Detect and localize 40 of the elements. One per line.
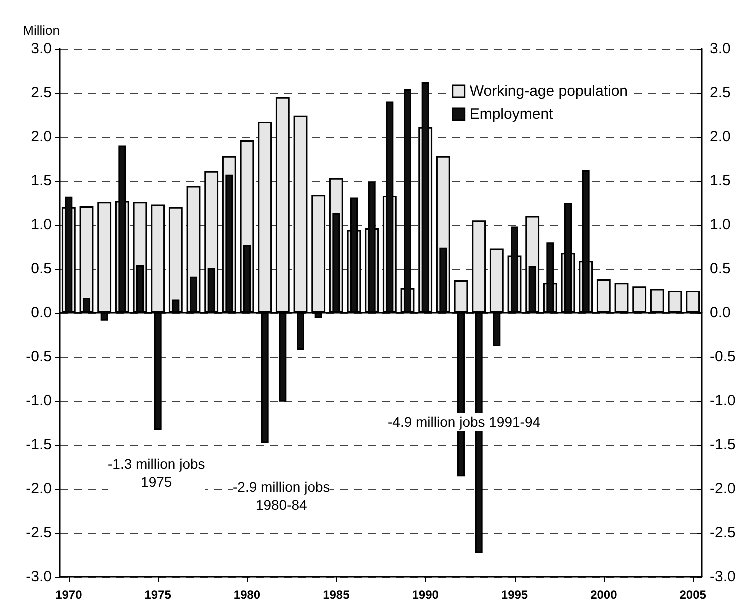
y2-tick-label: 2.0 (710, 128, 731, 146)
y-axis-title: Million (23, 23, 60, 38)
y2-tick-label: -0.5 (710, 348, 736, 366)
y-tick-label: 0.0 (31, 304, 52, 322)
x-tick-label: 1975 (144, 588, 172, 602)
y-tick-label: 2.5 (31, 84, 52, 102)
x-tick-label: 1985 (323, 588, 350, 602)
x-tick-label: 1970 (56, 588, 83, 602)
y2-tick-label: 2.5 (710, 84, 731, 102)
y-tick-label: -3.0 (26, 568, 52, 586)
y2-tick-label: 1.0 (710, 216, 731, 234)
y-tick-label: 1.5 (31, 172, 52, 190)
y-tick-label: -1.5 (26, 436, 52, 454)
y-tick-label: -2.5 (26, 524, 52, 542)
y-tick-label: -2.0 (26, 480, 52, 498)
x-tick-label: 1980 (234, 588, 261, 602)
legend-label: Working-age population (470, 83, 628, 100)
y2-tick-label: 1.5 (710, 172, 731, 190)
y2-tick-label: -1.0 (710, 392, 736, 410)
y-tick-label: -1.0 (26, 392, 52, 410)
x-tick-label: 2000 (590, 588, 618, 602)
y-tick-label: 0.5 (31, 260, 52, 278)
annotation: -1.3 million jobs 1975 (108, 456, 206, 490)
x-tick-label: 2005 (680, 588, 707, 602)
y2-tick-label: 0.0 (710, 304, 731, 322)
y2-tick-label: -2.5 (710, 524, 736, 542)
y-tick-label: 3.0 (31, 40, 52, 58)
y-tick-label: 1.0 (31, 216, 52, 234)
y2-tick-label: -1.5 (710, 436, 736, 454)
y-tick-label: 2.0 (31, 128, 52, 146)
x-tick-label: 1995 (501, 588, 528, 602)
y2-tick-label: -3.0 (710, 568, 736, 586)
y2-tick-label: 0.5 (710, 260, 731, 278)
y2-tick-label: 3.0 (710, 40, 731, 58)
annotation: -4.9 million jobs 1991-94 (388, 414, 541, 430)
legend-label: Employment (470, 106, 554, 123)
x-tick-label: 1990 (412, 588, 440, 602)
y-tick-label: -0.5 (26, 348, 52, 366)
y2-tick-label: -2.0 (710, 480, 736, 498)
annotation: -2.9 million jobs 1980-84 (233, 479, 330, 513)
